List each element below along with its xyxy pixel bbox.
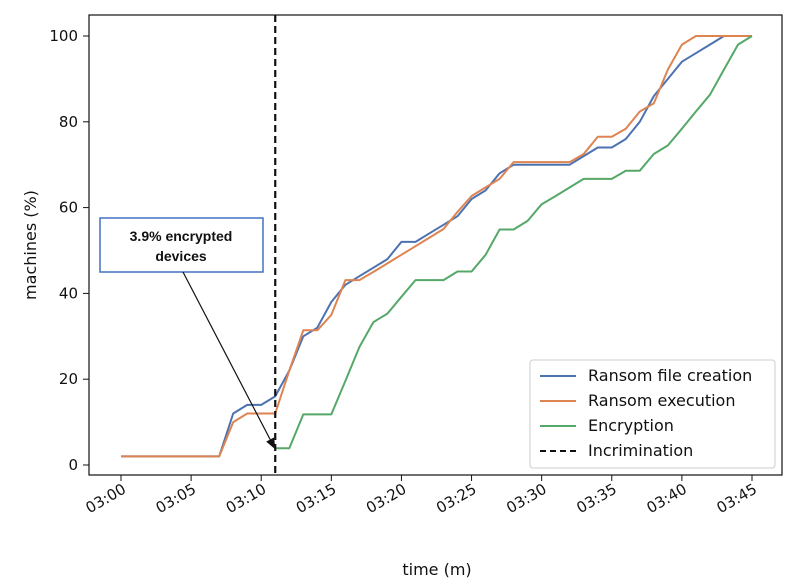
x-tick-label: 03:40: [643, 480, 689, 517]
y-tick-label: 40: [59, 284, 78, 302]
x-tick-label: 03:25: [433, 480, 479, 517]
y-axis-ticks: 0 20 40 60 80 100: [49, 27, 89, 474]
y-tick-label: 20: [59, 370, 78, 388]
legend: Ransom file creation Ransom execution En…: [529, 359, 776, 469]
annotation-text-line-2: devices: [155, 248, 207, 264]
x-tick-label: 03:00: [83, 480, 129, 517]
annotation: 3.9% encrypted devices: [99, 217, 276, 450]
x-tick-label: 03:45: [714, 480, 760, 517]
x-tick-label: 03:20: [363, 480, 409, 517]
x-tick-label: 03:35: [573, 480, 619, 517]
annotation-arrowhead: [266, 437, 276, 450]
series-line-encryption: [275, 35, 753, 450]
y-axis-label: machines (%): [21, 190, 40, 300]
legend-label-encryption: Encryption: [588, 416, 674, 435]
x-tick-label: 03:30: [503, 480, 549, 517]
annotation-box: [99, 217, 264, 273]
legend-label-ransom-execution: Ransom execution: [588, 391, 735, 410]
series-line-ransom-execution: [121, 35, 752, 458]
annotation-text-line-1: 3.9% encrypted: [130, 228, 233, 244]
legend-box: [529, 359, 776, 469]
x-tick-label: 03:15: [293, 480, 339, 517]
x-axis-label: time (m): [402, 560, 471, 579]
y-tick-label: 0: [68, 456, 78, 474]
x-tick-label: 03:05: [153, 480, 199, 517]
y-tick-label: 60: [59, 199, 78, 217]
y-tick-label: 80: [59, 113, 78, 131]
legend-label-incrimination: Incrimination: [588, 441, 693, 460]
legend-label-ransom-file-creation: Ransom file creation: [588, 366, 752, 385]
plot-frame: [88, 14, 783, 476]
y-tick-label: 100: [49, 27, 78, 45]
annotation-arrow: [182, 271, 271, 440]
x-tick-label: 03:10: [223, 480, 269, 517]
x-axis-ticks: 03:00 03:05 03:10 03:15 03:20 03:25 03:30 03:35…: [83, 475, 760, 517]
series-layer: [121, 35, 753, 458]
